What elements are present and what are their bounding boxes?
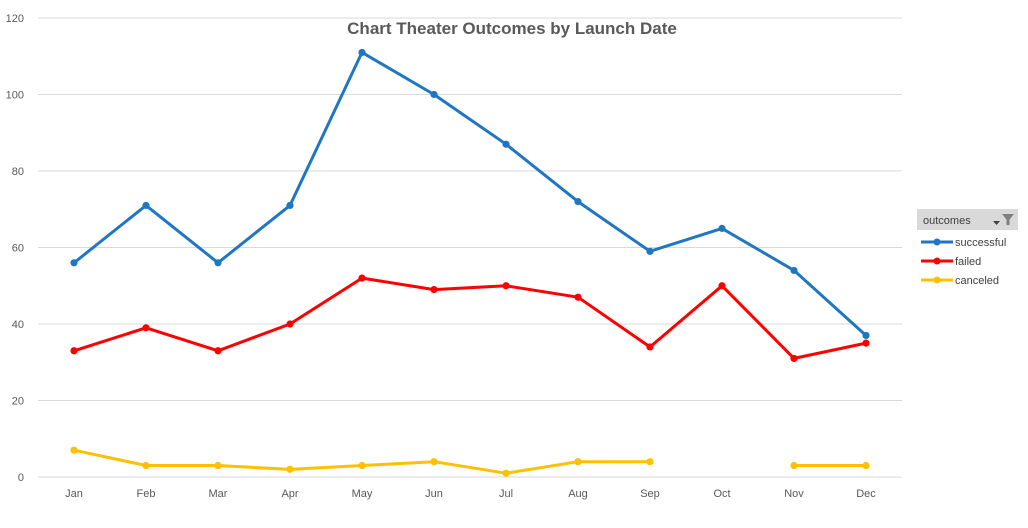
data-point-successful — [502, 140, 510, 148]
x-tick-label: Nov — [784, 488, 804, 500]
y-tick-label: 80 — [12, 166, 24, 178]
data-point-successful — [646, 247, 654, 255]
data-point-failed — [718, 282, 726, 290]
y-tick-label: 40 — [12, 319, 24, 331]
x-tick-label: Jun — [425, 488, 443, 500]
data-point-successful — [574, 198, 582, 206]
series-failed — [70, 274, 870, 363]
legend-item-successful: successful — [921, 237, 1006, 249]
data-point-successful — [718, 224, 726, 232]
data-point-failed — [574, 293, 582, 301]
data-point-failed — [430, 285, 438, 294]
series-line-canceled — [72, 448, 868, 475]
legend-title: outcomes — [923, 215, 971, 227]
data-point-canceled — [574, 458, 582, 466]
data-point-failed — [214, 347, 222, 355]
legend-header-background[interactable] — [917, 209, 1018, 230]
data-point-failed — [358, 274, 366, 282]
x-tick-label: Sep — [640, 488, 660, 500]
data-point-canceled — [286, 465, 294, 473]
data-point-failed — [646, 343, 654, 351]
series-successful — [70, 48, 870, 340]
funnel-icon — [1002, 214, 1014, 225]
data-point-successful — [142, 201, 150, 210]
x-tick-label: Oct — [713, 488, 730, 500]
data-point-failed — [286, 320, 294, 328]
y-axis-ticks: 0 20 40 60 80 100 120 — [6, 13, 24, 484]
legend-label-successful: successful — [955, 237, 1006, 249]
data-point-failed — [502, 282, 510, 290]
y-tick-label: 0 — [18, 472, 24, 484]
legend: outcomes successful failed canceled — [917, 209, 1018, 287]
data-point-canceled — [214, 461, 222, 470]
data-point-successful — [790, 266, 798, 275]
data-point-canceled — [790, 461, 798, 470]
series-line-failed — [72, 276, 868, 360]
legend-label-canceled: canceled — [955, 275, 999, 287]
data-point-canceled — [646, 458, 654, 466]
x-tick-label: Feb — [137, 488, 156, 500]
y-tick-label: 60 — [12, 243, 24, 255]
y-tick-label: 20 — [12, 396, 24, 408]
legend-marker-successful — [933, 238, 941, 246]
legend-item-canceled: canceled — [921, 275, 999, 287]
data-point-failed — [790, 354, 798, 363]
series-line-successful — [72, 50, 868, 337]
legend-marker-failed — [933, 257, 941, 265]
gridlines — [38, 17, 902, 478]
chart-title: Chart Theater Outcomes by Launch Date — [347, 19, 677, 38]
data-point-canceled — [862, 461, 870, 470]
filter-dropdown-icon[interactable] — [993, 214, 1014, 225]
data-point-successful — [286, 201, 294, 210]
x-tick-label: Jan — [65, 488, 83, 500]
y-tick-label: 100 — [6, 90, 24, 102]
y-tick-label: 120 — [6, 13, 24, 25]
data-point-canceled — [70, 446, 78, 454]
legend-item-failed: failed — [921, 256, 981, 268]
data-point-failed — [142, 324, 150, 332]
legend-items: successful failed canceled — [921, 237, 1006, 287]
data-point-canceled — [358, 461, 366, 470]
series-canceled — [70, 446, 870, 477]
x-tick-label: Mar — [209, 488, 228, 500]
x-tick-label: Apr — [281, 488, 298, 500]
dropdown-arrow-icon — [993, 221, 1000, 225]
legend-marker-canceled — [933, 276, 941, 284]
data-point-successful — [214, 259, 222, 267]
data-point-canceled — [502, 469, 510, 477]
data-point-canceled — [430, 458, 438, 466]
x-tick-label: Aug — [568, 488, 588, 500]
x-tick-label: Jul — [499, 488, 513, 500]
x-axis-ticks: Jan Feb Mar Apr May Jun Jul Aug Sep Oct Nov Dec — [65, 488, 876, 500]
data-point-successful — [358, 48, 366, 57]
data-point-successful — [862, 331, 870, 340]
data-point-failed — [70, 347, 78, 355]
x-tick-label: Dec — [856, 488, 876, 500]
data-point-successful — [430, 90, 438, 99]
data-point-canceled — [142, 461, 150, 470]
series-lines — [70, 48, 870, 477]
legend-label-failed: failed — [955, 256, 981, 268]
data-point-failed — [862, 339, 870, 347]
x-tick-label: May — [352, 488, 373, 500]
data-point-successful — [70, 259, 78, 267]
